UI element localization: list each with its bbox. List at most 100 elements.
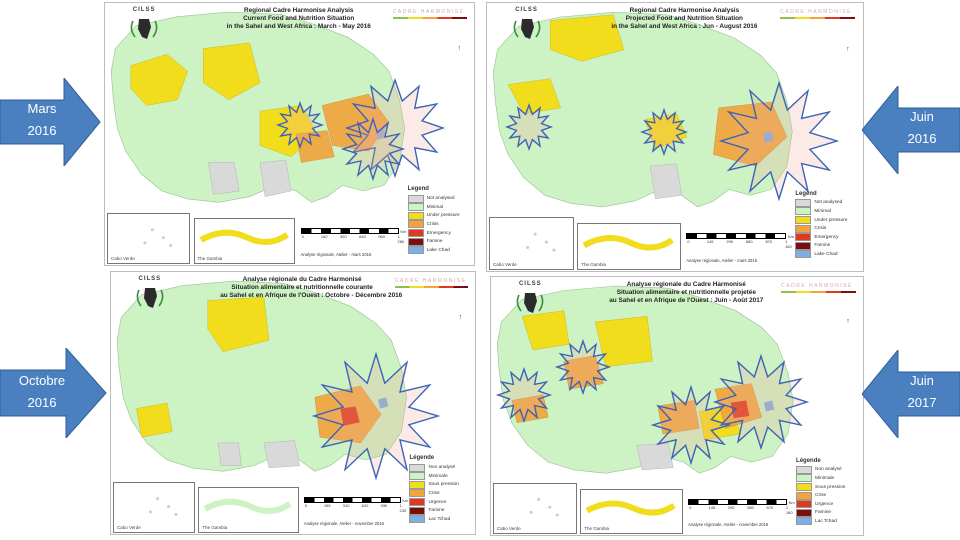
legend-swatch bbox=[795, 224, 812, 233]
region-minimal bbox=[492, 11, 793, 208]
cabo-verde-islands bbox=[143, 227, 173, 247]
legend-item: Sous pression bbox=[796, 483, 845, 492]
legend-title: Légende bbox=[796, 457, 821, 464]
cilss-logo: CILSS bbox=[510, 7, 544, 47]
hotspot-star bbox=[718, 80, 840, 202]
legend-swatch bbox=[796, 483, 813, 492]
legend-label: Under pressure bbox=[814, 217, 848, 223]
cilss-logo: CILSS bbox=[513, 281, 547, 321]
scale-tick-label: 0 bbox=[689, 504, 692, 510]
arrow-octobre-2016: Octobre 2016 bbox=[0, 346, 108, 440]
legend-label: Lac Tchad bbox=[815, 518, 837, 524]
scale-unit: Km bbox=[787, 234, 794, 240]
credit-text: Analyse régionale, Atelier - novembre 20… bbox=[303, 520, 384, 526]
hotspot-star bbox=[344, 77, 446, 179]
region-under-pressure bbox=[207, 296, 270, 352]
legend-item: Famine bbox=[796, 508, 845, 518]
legend-label: Non analysé bbox=[815, 467, 842, 473]
legend-swatch bbox=[795, 250, 812, 259]
map-title-line: Current Food and Nutrition Situation bbox=[243, 15, 355, 22]
legend-swatch bbox=[407, 194, 424, 203]
map-legend: Legend Not analysed Minimal Under pressure C… bbox=[407, 186, 460, 255]
legend-swatch bbox=[795, 207, 812, 216]
legend-item: Urgence bbox=[409, 498, 458, 507]
region-under-pressure bbox=[130, 54, 188, 106]
north-arrow-icon: ↑ bbox=[458, 313, 463, 321]
legend-label: Emergency bbox=[814, 234, 839, 240]
inset-caption: The Gambia bbox=[202, 525, 228, 531]
scale-unit: Km bbox=[402, 498, 409, 504]
arrow-label-line1: Juin bbox=[910, 109, 934, 124]
region-under-pressure bbox=[521, 310, 570, 351]
scale-tick-label: 930 bbox=[380, 503, 388, 509]
hotspot-star bbox=[311, 351, 441, 481]
map-legend: Légende Non analysé Minimale Sous pression C… bbox=[796, 458, 845, 526]
map-svg bbox=[116, 280, 441, 481]
cabo-verde-islands bbox=[526, 232, 556, 253]
region-not-analysed bbox=[649, 163, 683, 200]
scale-tick-label: 0 bbox=[687, 239, 690, 245]
region-emergency bbox=[730, 400, 750, 419]
legend-label: Urgence bbox=[815, 501, 834, 507]
legend-item: Not analysed bbox=[407, 194, 460, 203]
legend-label: Famine bbox=[426, 239, 443, 245]
legend-item: Under pressure bbox=[407, 211, 460, 221]
region-under-pressure bbox=[136, 402, 173, 438]
scale-tick-label: 0 bbox=[301, 234, 304, 240]
inset-caption: The Gambia bbox=[584, 526, 610, 532]
cadre-color-bar bbox=[781, 291, 856, 293]
map-title-line: Analyse régionale du Cadre Harmonisé bbox=[626, 281, 746, 288]
legend-title: Legend bbox=[407, 186, 429, 193]
hotspot-star bbox=[275, 100, 325, 150]
africa-logo-icon bbox=[513, 19, 540, 39]
legend-item: Crise bbox=[409, 489, 458, 498]
legend-swatch bbox=[795, 233, 812, 242]
scale-tick-label: 310 bbox=[342, 503, 350, 509]
legend-label: Non analysé bbox=[428, 465, 456, 471]
region-emergency bbox=[340, 406, 360, 426]
legend-swatch bbox=[409, 515, 426, 524]
legend-label: Crise bbox=[428, 490, 440, 496]
map-title-line: in the Sahel and West Africa : March - M… bbox=[226, 23, 371, 30]
region-not-analysed bbox=[636, 442, 674, 471]
legend-item: Famine bbox=[795, 241, 847, 251]
lake-chad bbox=[378, 397, 389, 409]
legend-swatch bbox=[407, 246, 424, 255]
legend-label: Emergency bbox=[426, 230, 451, 236]
legend-item: Lac Tchad bbox=[796, 517, 845, 526]
inset-caption: The Gambia bbox=[197, 256, 223, 262]
scale-tick-label: 160 bbox=[320, 234, 328, 240]
region-crisis bbox=[511, 394, 549, 424]
north-arrow-icon: ↑ bbox=[846, 45, 850, 53]
legend-label: Sous pression bbox=[815, 484, 846, 490]
arrow-label-line2: 2017 bbox=[907, 395, 937, 410]
map-panel-june-2017: CILSS Analyse régionale du Cadre Harmoni… bbox=[490, 276, 864, 536]
credit-text: Analyse régionale, Atelier - mars 2016 bbox=[300, 251, 372, 257]
legend-item: Not analysed bbox=[795, 198, 847, 208]
cadre-harmonise-header: CADRE HARMONISE bbox=[781, 283, 853, 289]
scale-bar: 0 155 310 620 930 1 240 Km bbox=[303, 497, 408, 513]
map-title-line: Regional Cadre Harmonise Analysis bbox=[629, 7, 740, 14]
map-title-line: Projected Food and Nutrition Situation bbox=[625, 15, 743, 22]
legend-label: Minimal bbox=[426, 204, 444, 210]
map-title-line: au Sahel et en Afrique de l'Ouest : Octo… bbox=[220, 292, 403, 299]
arrow-label-line1: Juin bbox=[910, 373, 934, 388]
hotspot-star bbox=[495, 366, 553, 424]
scale-bar: 0 145 290 580 870 1 160 Km bbox=[686, 233, 794, 249]
legend-swatch bbox=[796, 500, 813, 509]
legend-swatch bbox=[796, 491, 813, 500]
legend-label: Not analysed bbox=[426, 196, 455, 202]
legend-item: Non analysé bbox=[796, 465, 845, 475]
legend-item: Crisis bbox=[795, 224, 847, 233]
map-title: Regional Cadre Harmonise Analysis Projec… bbox=[600, 7, 769, 31]
legend-label: Lake Chad bbox=[426, 247, 450, 253]
legend-item: Under pressure bbox=[795, 216, 847, 225]
region-not-analysed bbox=[259, 159, 292, 197]
map-title-line: Analyse régionale du Cadre Harmonisé bbox=[242, 276, 362, 283]
map-svg bbox=[492, 11, 840, 208]
legend-swatch bbox=[407, 211, 424, 220]
legend-title: Legend bbox=[795, 190, 817, 197]
legend-label: Minimale bbox=[815, 475, 835, 481]
cadre-harmonise-header: CADRE HARMONISE bbox=[392, 9, 465, 15]
map-title: Regional Cadre Harmonise Analysis Curren… bbox=[216, 7, 382, 31]
